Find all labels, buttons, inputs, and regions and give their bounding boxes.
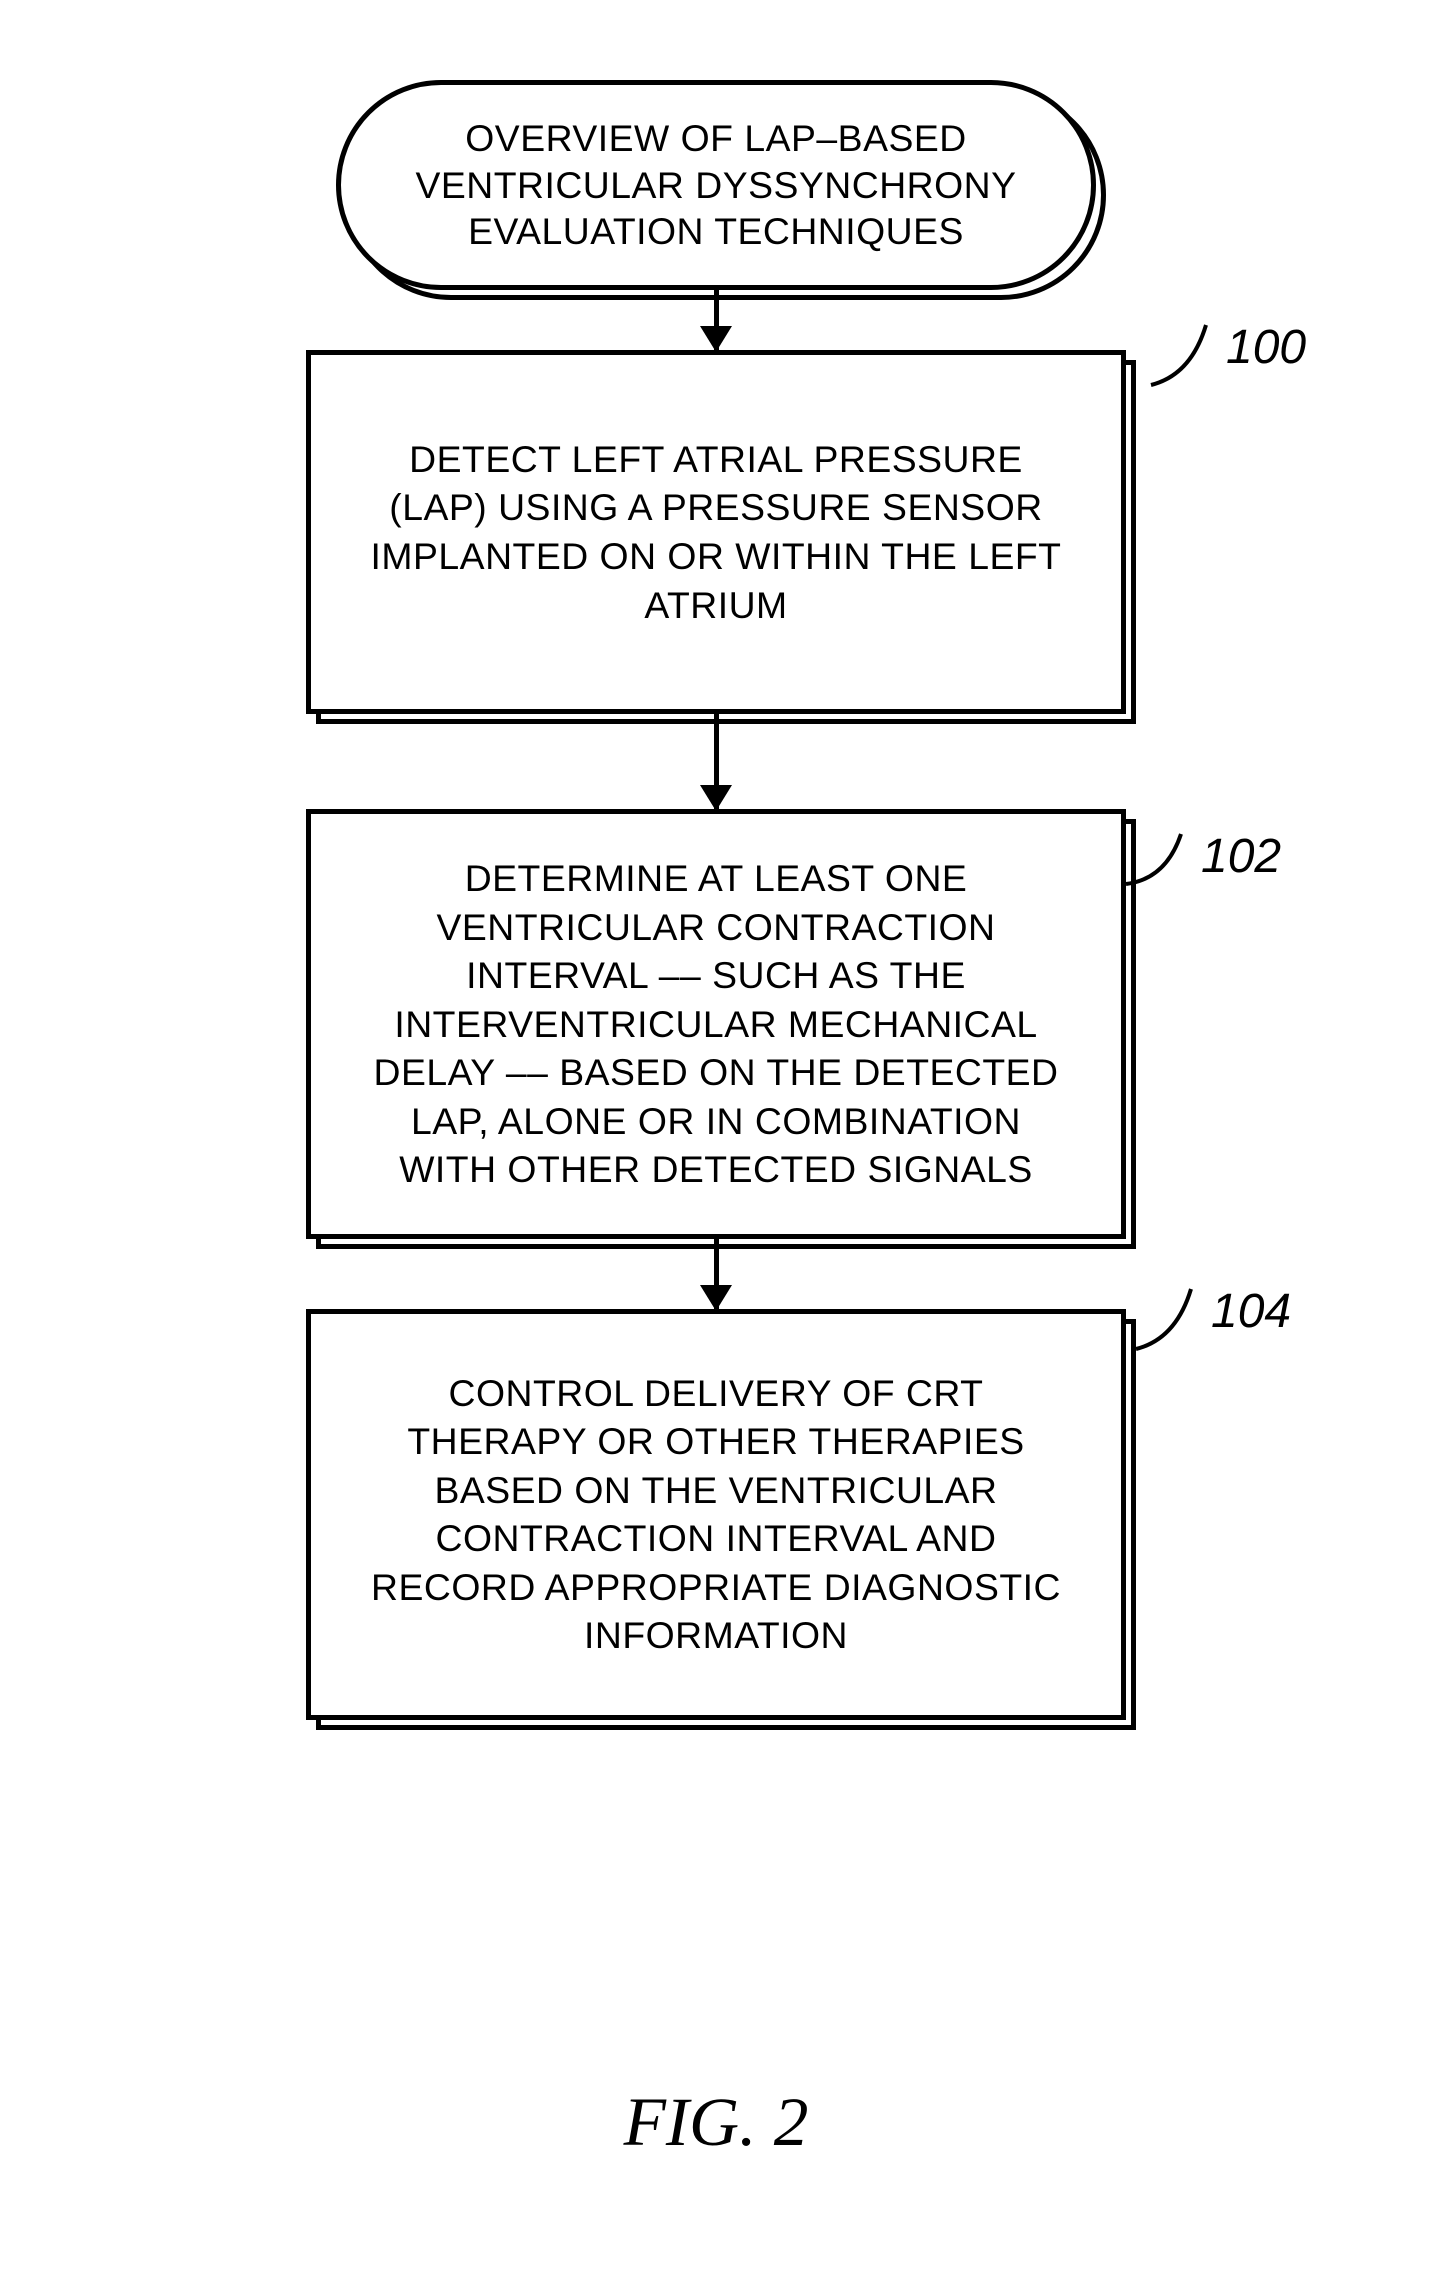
start-node: OVERVIEW OF LAP–BASED VENTRICULAR DYSSYN…	[336, 80, 1096, 290]
arrow-start-to-100	[714, 290, 719, 350]
node-104-ref-curve	[1136, 1279, 1226, 1359]
node-100-ref-curve	[1151, 315, 1241, 395]
page: OVERVIEW OF LAP–BASED VENTRICULAR DYSSYN…	[0, 0, 1432, 2292]
arrow-102-to-104	[714, 1239, 719, 1309]
start-node-body: OVERVIEW OF LAP–BASED VENTRICULAR DYSSYN…	[336, 80, 1096, 290]
node-100: 100 DETECT LEFT ATRIAL PRESSURE (LAP) US…	[306, 350, 1126, 714]
node-100-text: DETECT LEFT ATRIAL PRESSURE (LAP) USING …	[361, 435, 1071, 629]
figure-caption: FIG. 2	[0, 2082, 1432, 2162]
flowchart: OVERVIEW OF LAP–BASED VENTRICULAR DYSSYN…	[120, 80, 1312, 1720]
node-102-ref-curve	[1126, 824, 1216, 894]
node-102-body: DETERMINE AT LEAST ONE VENTRICULAR CONTR…	[306, 809, 1126, 1239]
node-104-text: CONTROL DELIVERY OF CRT THERAPY OR OTHER…	[361, 1369, 1071, 1660]
node-102-text: DETERMINE AT LEAST ONE VENTRICULAR CONTR…	[361, 854, 1071, 1194]
start-node-text: OVERVIEW OF LAP–BASED VENTRICULAR DYSSYN…	[411, 115, 1021, 255]
node-104: 104 CONTROL DELIVERY OF CRT THERAPY OR O…	[306, 1309, 1126, 1720]
arrow-100-to-102	[714, 714, 719, 809]
node-100-body: DETECT LEFT ATRIAL PRESSURE (LAP) USING …	[306, 350, 1126, 714]
node-104-body: CONTROL DELIVERY OF CRT THERAPY OR OTHER…	[306, 1309, 1126, 1720]
node-102: 102 DETERMINE AT LEAST ONE VENTRICULAR C…	[306, 809, 1126, 1239]
